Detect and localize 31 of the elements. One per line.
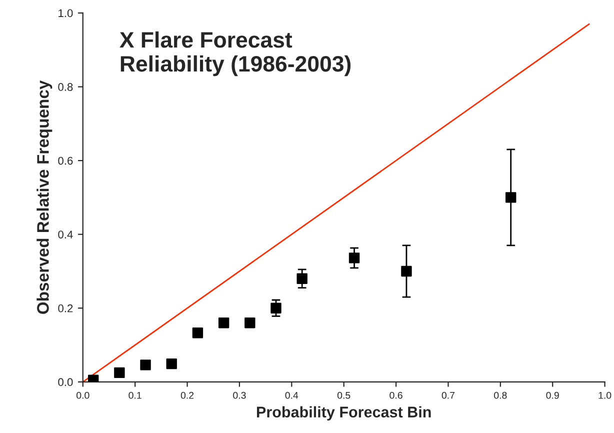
x-tick-label: 1.0: [598, 392, 612, 399]
x-tick-label: 0.8: [494, 392, 507, 399]
point: [505, 192, 516, 203]
point: [140, 360, 151, 370]
x-tick-label: 0.6: [390, 392, 402, 399]
point: [166, 358, 177, 370]
x-tick-label: 0.0: [76, 392, 90, 399]
x-tick-label: 0.4: [285, 392, 298, 399]
point: [348, 252, 360, 264]
x-tick-label: 0.7: [442, 392, 454, 399]
point: [244, 318, 256, 328]
x-tick-label: 0.5: [337, 392, 350, 399]
point: [192, 327, 204, 338]
x-axis-title: Probability Forecast Bin: [257, 406, 431, 420]
text: X Flare Forecast Reliability (1986-2003): [120, 31, 351, 76]
x-tick-label: 0.2: [180, 392, 194, 399]
y-tick-label: 0.6: [58, 156, 73, 165]
x-tick-label: 0.3: [233, 392, 246, 399]
x-tick-label: 0.1: [128, 392, 142, 399]
point: [270, 302, 282, 314]
y-tick-label: 1.0: [58, 9, 73, 18]
y-tick-label: 0.0: [58, 378, 73, 386]
y-tick-label: 0.2: [58, 304, 73, 312]
point: [114, 367, 125, 378]
point: [401, 266, 412, 277]
x-tick-label: 0.9: [546, 392, 559, 399]
y-tick-label: 0.8: [58, 83, 73, 91]
y-axis-title: Observed Relative Frequency: [36, 80, 52, 314]
point: [218, 318, 230, 328]
point: [296, 273, 308, 284]
y-tick-label: 0.4: [58, 230, 73, 238]
